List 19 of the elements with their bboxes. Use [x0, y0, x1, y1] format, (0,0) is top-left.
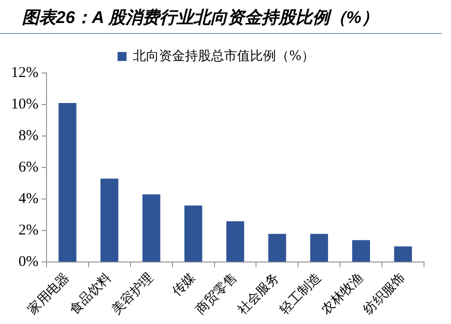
- bar: [268, 234, 286, 262]
- y-tick-label: 4%: [18, 191, 38, 208]
- bar: [226, 221, 244, 262]
- chart-title: 图表26：A 股消费行业北向资金持股比例（%）: [0, 0, 442, 34]
- bar: [58, 102, 76, 262]
- bar: [184, 205, 202, 262]
- bar: [352, 240, 370, 262]
- y-tick-label: 0%: [18, 254, 38, 270]
- y-tick-label: 10%: [10, 96, 38, 112]
- y-tick-label: 12%: [10, 64, 38, 81]
- bar: [310, 234, 328, 262]
- y-tick-label: 2%: [18, 222, 38, 239]
- legend-label: 北向资金持股总市值比例（%）: [133, 48, 314, 64]
- bar: [394, 246, 412, 262]
- bar: [142, 194, 160, 262]
- bar: [100, 178, 118, 262]
- y-tick-label: 8%: [18, 128, 38, 144]
- x-tick-label: 传媒: [170, 270, 199, 300]
- y-tick-label: 6%: [18, 160, 38, 176]
